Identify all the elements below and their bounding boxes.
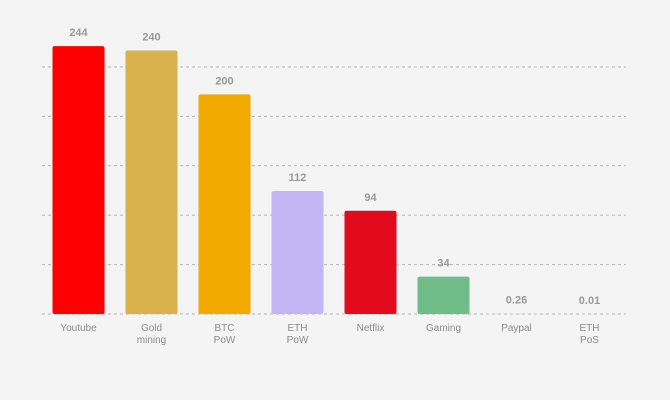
value-label: 244 bbox=[69, 27, 88, 39]
x-tick-label: ETH PoS bbox=[579, 323, 600, 346]
value-label: 0.26 bbox=[506, 295, 527, 307]
x-tick-label: Gold mining bbox=[136, 323, 167, 346]
x-tick-label: ETH PoW bbox=[286, 323, 309, 346]
value-label: 200 bbox=[215, 75, 233, 87]
x-tick-label: Gaming bbox=[425, 323, 461, 334]
bar bbox=[417, 276, 470, 314]
x-tick-label: BTC PoW bbox=[213, 323, 236, 346]
bar bbox=[198, 94, 251, 315]
bar bbox=[344, 210, 397, 314]
value-label: 0.01 bbox=[579, 295, 600, 307]
bar bbox=[125, 50, 178, 314]
bar bbox=[271, 191, 324, 314]
x-tick-label: Netflix bbox=[356, 323, 385, 334]
value-label: 112 bbox=[289, 172, 307, 184]
value-label: 240 bbox=[142, 31, 160, 43]
x-tick-label: Paypal bbox=[501, 323, 532, 334]
x-tick-label: Youtube bbox=[60, 323, 97, 334]
value-label: 94 bbox=[364, 192, 377, 204]
bar bbox=[52, 46, 105, 314]
value-label: 34 bbox=[437, 258, 450, 270]
